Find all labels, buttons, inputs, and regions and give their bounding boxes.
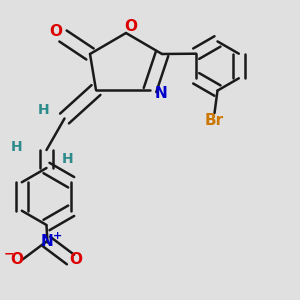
- Text: O: O: [49, 24, 62, 39]
- Text: +: +: [53, 231, 62, 241]
- Text: H: H: [11, 140, 22, 154]
- Text: O: O: [124, 19, 137, 34]
- Text: H: H: [62, 152, 73, 166]
- Text: N: N: [40, 234, 53, 249]
- Text: O: O: [69, 252, 82, 267]
- Text: O: O: [11, 252, 24, 267]
- Text: H: H: [38, 103, 49, 116]
- Text: −: −: [4, 248, 14, 261]
- Text: Br: Br: [205, 113, 224, 128]
- Text: N: N: [155, 86, 168, 101]
